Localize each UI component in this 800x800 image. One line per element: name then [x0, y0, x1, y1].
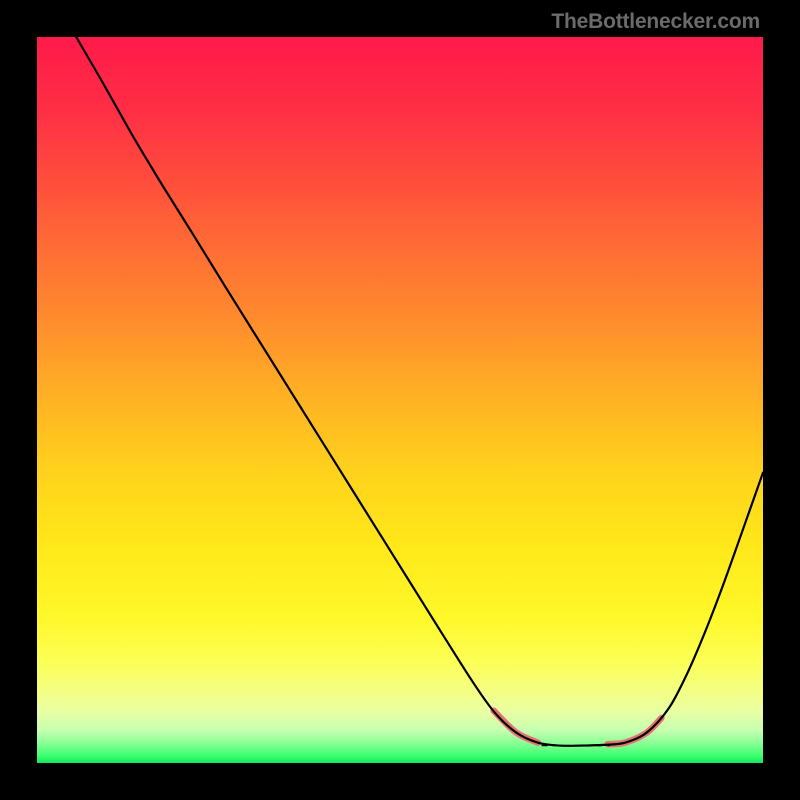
plot-area	[37, 37, 763, 763]
chart-frame: TheBottlenecker.com	[0, 0, 800, 800]
watermark: TheBottlenecker.com	[551, 10, 760, 34]
gradient-background	[37, 37, 763, 763]
